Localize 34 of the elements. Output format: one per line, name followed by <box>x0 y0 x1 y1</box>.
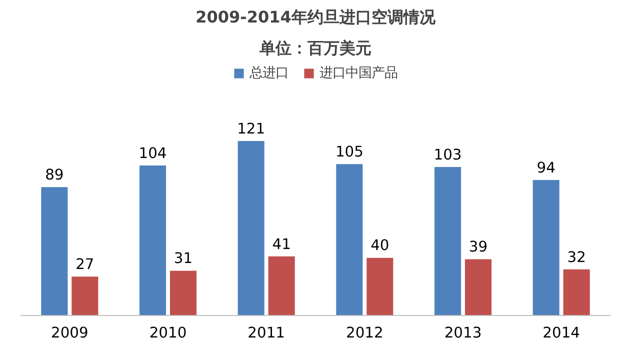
x-tick-label: 2009 <box>51 324 88 342</box>
legend-label: 进口中国产品 <box>320 64 398 82</box>
x-tick-label: 2013 <box>444 324 482 342</box>
bar <box>336 164 363 316</box>
data-label: 31 <box>174 250 193 268</box>
bar <box>366 258 394 316</box>
data-label: 32 <box>567 248 586 266</box>
data-label: 94 <box>536 159 556 176</box>
bar <box>268 256 295 316</box>
chart-title: 2009-2014年约旦进口空调情况 <box>196 8 436 26</box>
x-tick-label: 2014 <box>542 324 580 342</box>
bar <box>170 270 197 316</box>
bar <box>72 276 98 316</box>
data-label: 39 <box>468 238 488 256</box>
bar <box>532 180 560 316</box>
x-tick-label: 2012 <box>346 324 384 342</box>
data-label: 104 <box>138 144 167 162</box>
bar <box>238 141 264 316</box>
data-label: 41 <box>272 236 291 253</box>
legend-label: 总进口 <box>250 65 288 82</box>
bar <box>139 166 166 316</box>
bar <box>464 259 492 316</box>
x-tick-label: 2010 <box>149 324 187 342</box>
data-label: 121 <box>237 120 266 138</box>
chart-subtitle: 单位：百万美元 <box>258 38 372 58</box>
bar <box>41 187 68 316</box>
data-label: 103 <box>434 146 462 164</box>
bar <box>563 269 590 316</box>
bar <box>434 166 462 316</box>
data-label: 40 <box>370 237 390 254</box>
data-label: 105 <box>335 144 364 160</box>
data-label: 89 <box>45 166 64 184</box>
data-label: 27 <box>76 256 94 273</box>
x-tick-label: 2011 <box>248 324 285 342</box>
